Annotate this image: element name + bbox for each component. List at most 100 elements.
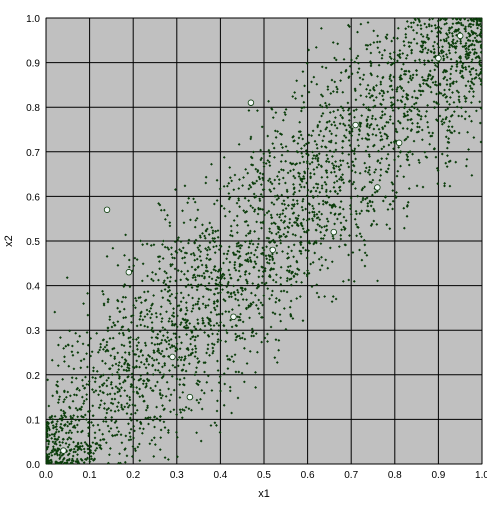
- sample-point: [300, 147, 303, 150]
- sample-point: [219, 277, 223, 280]
- sample-point: [426, 48, 430, 52]
- sample-point: [274, 136, 278, 139]
- sample-point: [175, 430, 178, 434]
- sample-point: [55, 425, 58, 428]
- sample-point: [321, 237, 325, 240]
- sample-point: [146, 416, 149, 420]
- sample-point: [376, 74, 379, 78]
- sample-point: [289, 314, 293, 318]
- sample-point: [350, 72, 354, 76]
- sample-point: [222, 324, 226, 328]
- sample-point: [126, 365, 129, 369]
- sample-point: [163, 288, 167, 291]
- sample-point: [151, 302, 154, 306]
- sample-point: [210, 162, 213, 166]
- sample-point: [248, 256, 252, 260]
- sample-point: [299, 235, 303, 239]
- sample-point: [363, 251, 367, 255]
- sample-point: [378, 92, 382, 95]
- sample-point: [302, 160, 306, 164]
- sample-point: [63, 389, 66, 393]
- sample-point: [305, 274, 309, 278]
- sample-point: [207, 275, 211, 279]
- sample-point: [91, 404, 95, 408]
- sample-point: [402, 72, 406, 76]
- sample-point: [179, 249, 183, 253]
- sample-point: [445, 37, 448, 41]
- sample-point: [98, 446, 102, 449]
- sample-point: [305, 218, 309, 222]
- sample-point: [277, 170, 281, 174]
- sample-point: [365, 253, 369, 257]
- sample-point: [282, 232, 286, 236]
- sample-point: [365, 125, 369, 128]
- sample-point: [410, 25, 413, 29]
- sample-point: [268, 255, 272, 259]
- sample-point: [416, 121, 420, 125]
- sample-point: [135, 408, 139, 412]
- sample-point: [57, 430, 61, 434]
- sample-point: [297, 214, 300, 218]
- sample-point: [451, 91, 454, 94]
- sample-point: [256, 307, 260, 311]
- sample-point: [79, 457, 83, 461]
- y-tick-label: 0.9: [26, 59, 40, 70]
- sample-point: [261, 195, 265, 199]
- sample-point: [87, 380, 91, 383]
- sample-point: [311, 129, 315, 133]
- sample-point: [117, 409, 120, 412]
- sample-point: [318, 218, 322, 222]
- sample-point: [235, 223, 239, 227]
- sample-point: [163, 456, 167, 460]
- sample-point: [347, 123, 351, 127]
- sample-point: [209, 288, 213, 292]
- sample-point: [472, 52, 476, 56]
- sample-point: [244, 234, 248, 238]
- sample-point: [75, 393, 79, 397]
- sample-point: [381, 75, 385, 79]
- sample-point: [373, 104, 377, 108]
- sample-point: [311, 204, 314, 208]
- sample-point: [310, 80, 313, 84]
- sample-point: [205, 257, 209, 260]
- sample-point: [245, 252, 248, 256]
- sample-point: [199, 259, 203, 262]
- sample-point: [167, 387, 171, 391]
- sample-point: [294, 221, 298, 224]
- sample-point: [379, 168, 383, 172]
- sample-point: [280, 168, 283, 172]
- sample-point: [120, 441, 124, 445]
- sample-point: [270, 222, 274, 225]
- sample-point: [468, 22, 471, 26]
- sample-point: [183, 256, 187, 259]
- sample-point: [176, 304, 179, 308]
- sample-point: [376, 159, 380, 162]
- sample-point: [428, 142, 432, 146]
- sample-point: [280, 193, 284, 197]
- sample-point: [311, 150, 314, 154]
- sample-point: [443, 184, 446, 188]
- sample-point: [78, 334, 82, 338]
- y-tick-label: 0.6: [26, 192, 40, 203]
- sample-point: [237, 187, 241, 190]
- sample-point: [105, 343, 109, 347]
- sample-point: [334, 174, 338, 178]
- sample-point: [320, 145, 324, 149]
- sample-point: [176, 314, 179, 318]
- sample-point: [406, 113, 410, 117]
- sample-point: [427, 131, 431, 135]
- sample-point: [435, 92, 438, 96]
- sample-point: [423, 63, 427, 66]
- sample-point: [196, 274, 200, 278]
- sample-point: [251, 163, 255, 167]
- sample-point: [244, 278, 248, 282]
- sample-point: [413, 89, 416, 93]
- sample-point: [458, 71, 462, 75]
- sample-point: [461, 62, 465, 65]
- sample-point: [215, 424, 218, 427]
- sample-point: [438, 82, 442, 86]
- sample-point: [166, 213, 169, 217]
- sample-point: [312, 186, 316, 190]
- sample-point: [391, 96, 395, 99]
- sample-point: [174, 336, 178, 339]
